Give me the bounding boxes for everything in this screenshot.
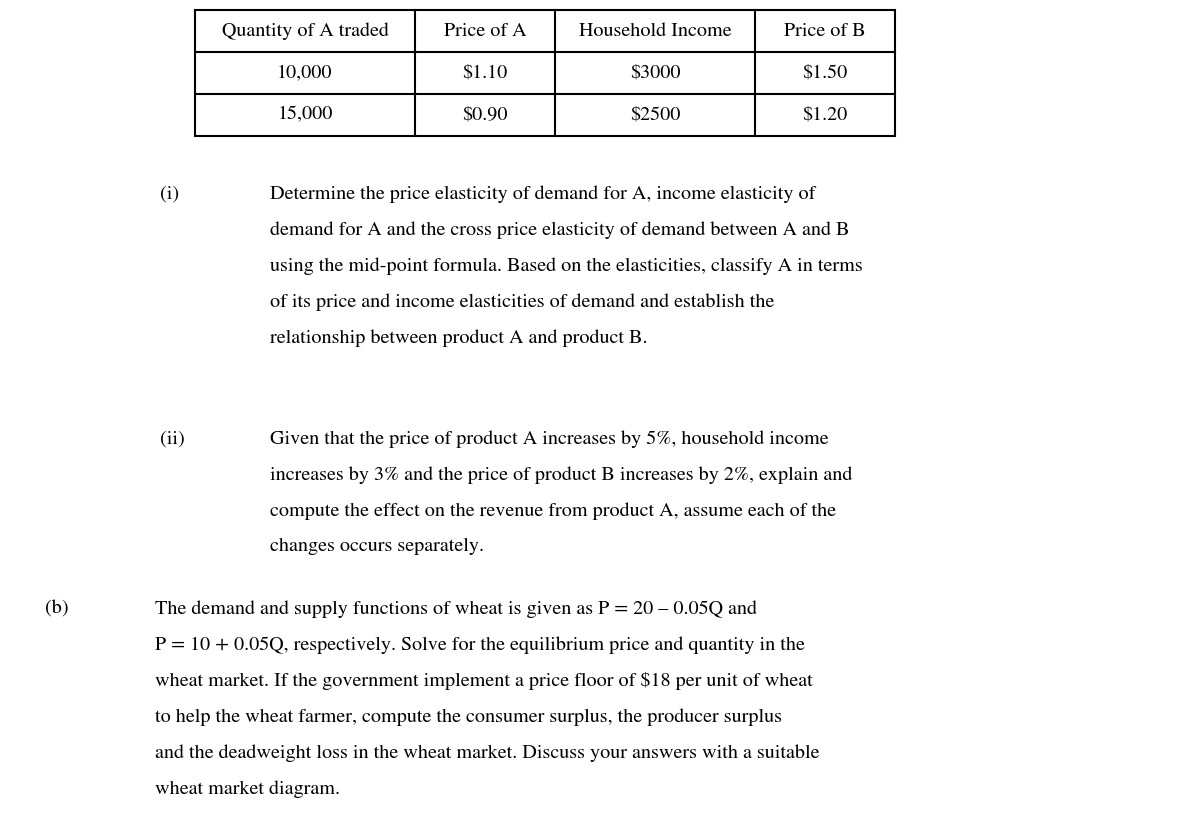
Text: demand for A and the cross price elasticity of demand between A and B: demand for A and the cross price elastic… bbox=[270, 221, 850, 239]
Text: relationship between product A and product B.: relationship between product A and produ… bbox=[270, 329, 648, 347]
Text: (b): (b) bbox=[46, 600, 68, 617]
Text: (i): (i) bbox=[160, 185, 179, 202]
Text: $1.20: $1.20 bbox=[803, 107, 847, 124]
Text: and the deadweight loss in the wheat market. Discuss your answers with a suitabl: and the deadweight loss in the wheat mar… bbox=[155, 744, 820, 762]
Text: Household Income: Household Income bbox=[578, 22, 731, 40]
Text: $1.50: $1.50 bbox=[803, 64, 847, 82]
Text: wheat market. If the government implement a price floor of $18 per unit of wheat: wheat market. If the government implemen… bbox=[155, 672, 812, 690]
Bar bbox=[194, 10, 895, 136]
Text: 10,000: 10,000 bbox=[277, 64, 332, 82]
Text: Price of B: Price of B bbox=[784, 22, 866, 40]
Text: (ii): (ii) bbox=[160, 430, 185, 447]
Text: Quantity of A traded: Quantity of A traded bbox=[222, 22, 389, 40]
Text: of its price and income elasticities of demand and establish the: of its price and income elasticities of … bbox=[270, 293, 774, 311]
Text: $0.90: $0.90 bbox=[462, 107, 508, 124]
Text: using the mid-point formula. Based on the elasticities, classify A in terms: using the mid-point formula. Based on th… bbox=[270, 257, 863, 275]
Text: changes occurs separately.: changes occurs separately. bbox=[270, 538, 484, 555]
Text: Determine the price elasticity of demand for A, income elasticity of: Determine the price elasticity of demand… bbox=[270, 185, 815, 202]
Text: increases by 3% and the price of product B increases by 2%, explain and: increases by 3% and the price of product… bbox=[270, 466, 852, 484]
Text: Given that the price of product A increases by 5%, household income: Given that the price of product A increa… bbox=[270, 430, 829, 448]
Text: to help the wheat farmer, compute the consumer surplus, the producer surplus: to help the wheat farmer, compute the co… bbox=[155, 708, 782, 726]
Text: $3000: $3000 bbox=[630, 64, 680, 82]
Text: compute the effect on the revenue from product A, assume each of the: compute the effect on the revenue from p… bbox=[270, 502, 836, 520]
Text: 15,000: 15,000 bbox=[277, 107, 332, 124]
Text: Price of A: Price of A bbox=[444, 22, 527, 40]
Text: The demand and supply functions of wheat is given as P = 20 – 0.05Q and: The demand and supply functions of wheat… bbox=[155, 600, 757, 618]
Text: P = 10 + 0.05Q, respectively. Solve for the equilibrium price and quantity in th: P = 10 + 0.05Q, respectively. Solve for … bbox=[155, 636, 805, 653]
Text: $1.10: $1.10 bbox=[462, 64, 508, 82]
Text: wheat market diagram.: wheat market diagram. bbox=[155, 780, 340, 798]
Text: $2500: $2500 bbox=[630, 107, 680, 124]
